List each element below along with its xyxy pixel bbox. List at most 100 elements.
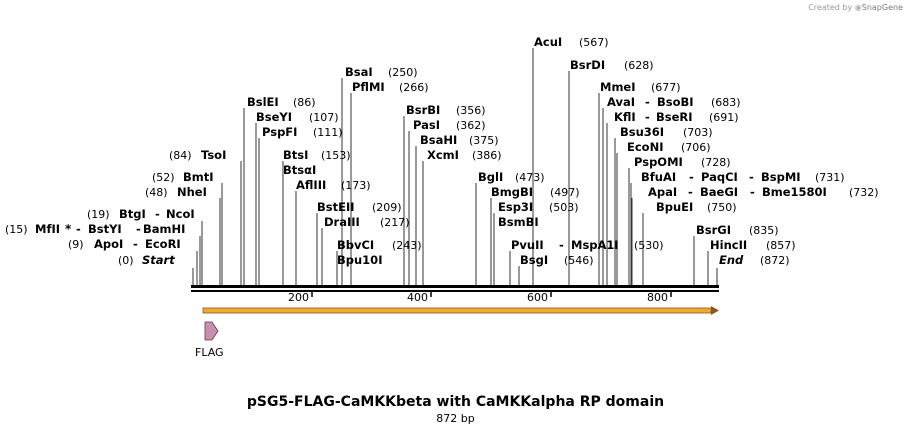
enzyme-label[interactable]: BfuAI <box>641 170 676 184</box>
site-pos: (84) <box>169 149 192 162</box>
enzyme-label[interactable]: Bme1580I <box>762 185 827 199</box>
credit-prefix: Created by <box>808 3 853 12</box>
enzyme-label[interactable]: BtsI <box>283 148 308 162</box>
site-pos: (703) <box>683 126 713 139</box>
enzyme-label[interactable]: BsoBI <box>657 95 694 109</box>
enzyme-label[interactable]: BmtI <box>183 170 214 184</box>
enzyme-label[interactable]: Bsu36I <box>620 125 664 139</box>
site-pos: (266) <box>399 81 429 94</box>
separator: - <box>559 238 564 252</box>
enzyme-label[interactable]: KflI <box>614 110 636 124</box>
separator: - <box>689 170 694 184</box>
terminus-pos: (0) <box>118 254 134 267</box>
enzyme-label[interactable]: BsrBI <box>406 103 440 117</box>
site-pos: (732) <box>849 186 879 199</box>
enzyme-label[interactable]: BsmBI <box>498 215 539 229</box>
enzyme-label[interactable]: BstYI <box>88 222 122 236</box>
enzyme-label[interactable]: EcoRI <box>145 237 181 251</box>
ruler-tick-label: 800 <box>647 291 668 304</box>
site-pos: (107) <box>309 111 339 124</box>
asterisk-marker: * <box>65 222 72 236</box>
separator: - <box>688 185 693 199</box>
site-pos: (9) <box>68 238 84 251</box>
site-pos: (15) <box>5 223 28 236</box>
enzyme-label[interactable]: NheI <box>177 185 207 199</box>
enzyme-label[interactable]: ApaI <box>648 185 677 199</box>
enzyme-label[interactable]: MmeI <box>600 80 636 94</box>
enzyme-label[interactable]: AflIII <box>296 178 326 192</box>
enzyme-label[interactable]: PaqCI <box>701 170 738 184</box>
site-pos: (473) <box>515 171 545 184</box>
site-pos: (706) <box>681 141 711 154</box>
site-pos: (250) <box>388 66 418 79</box>
dna-backbone <box>191 285 719 292</box>
enzyme-label[interactable]: AvaI <box>607 95 635 109</box>
site-pos: (217) <box>380 216 410 229</box>
enzyme-label[interactable]: BmgBI <box>491 185 533 199</box>
ruler: 200 400 600 800 <box>288 290 672 304</box>
site-pos: (530) <box>634 239 664 252</box>
site-pos: (546) <box>564 254 594 267</box>
enzyme-label[interactable]: ApoI <box>94 237 123 251</box>
separator: - <box>645 95 650 109</box>
enzyme-label[interactable]: NcoI <box>166 207 195 221</box>
enzyme-label[interactable]: HincII <box>710 238 747 252</box>
site-pos: (835) <box>749 224 779 237</box>
enzyme-label[interactable]: BseRI <box>656 110 693 124</box>
enzyme-label[interactable]: BsrGI <box>696 223 731 237</box>
site-pos: (691) <box>709 111 739 124</box>
enzyme-label[interactable]: BsaHI <box>420 133 457 147</box>
enzyme-label[interactable]: TsoI <box>201 148 226 162</box>
orf-arrow[interactable] <box>202 306 719 315</box>
enzyme-label[interactable]: BbvCI <box>337 238 374 252</box>
enzyme-label[interactable]: BamHI <box>143 222 185 236</box>
enzyme-label[interactable]: Esp3I <box>498 200 533 214</box>
enzyme-label[interactable]: PvuII <box>511 238 544 252</box>
snapgene-logo-icon: ◉ <box>854 3 862 12</box>
enzyme-label[interactable]: BsaI <box>345 65 373 79</box>
enzyme-label[interactable]: Bpu10I <box>337 253 382 267</box>
enzyme-label[interactable]: MspA1I <box>571 238 619 252</box>
site-pos: (857) <box>766 239 796 252</box>
site-pos: (48) <box>145 186 168 199</box>
enzyme-label[interactable]: BseYI <box>256 110 292 124</box>
site-pos: (677) <box>651 81 681 94</box>
site-pos: (750) <box>707 201 737 214</box>
enzyme-label[interactable]: BsrDI <box>570 58 605 72</box>
enzyme-label[interactable]: BpuEI <box>656 200 693 214</box>
enzyme-label[interactable]: BaeGI <box>700 185 738 199</box>
snapgene-credit: Created by ◉SnapGene <box>808 3 903 12</box>
separator: - <box>133 237 138 251</box>
enzyme-label[interactable]: BglI <box>478 170 503 184</box>
sequence-map: 200 400 600 800 FLAG (0) Start (9) ApoI … <box>5 35 879 359</box>
enzyme-label[interactable]: MfII <box>35 222 60 236</box>
site-pos: (731) <box>815 171 845 184</box>
enzyme-label[interactable]: EcoNI <box>627 140 663 154</box>
enzyme-label[interactable]: PflMI <box>352 80 385 94</box>
enzyme-label[interactable]: BtgI <box>119 207 146 221</box>
enzyme-label[interactable]: PspFI <box>262 125 297 139</box>
separator: - <box>136 222 141 236</box>
enzyme-label[interactable]: XcmI <box>427 148 459 162</box>
terminus-label: End <box>719 253 744 267</box>
flag-feature[interactable]: FLAG <box>195 321 224 359</box>
enzyme-label[interactable]: DraIII <box>324 215 360 229</box>
site-pos: (19) <box>87 208 110 221</box>
enzyme-label[interactable]: AcuI <box>534 35 562 49</box>
map-title: pSG5-FLAG-CaMKKbeta with CaMKKalpha RP d… <box>246 394 665 410</box>
terminus-label: Start <box>142 253 175 267</box>
terminus-pos: (872) <box>760 254 790 267</box>
enzyme-label[interactable]: PasI <box>413 118 440 132</box>
site-pos: (356) <box>456 104 486 117</box>
enzyme-label[interactable]: BslEI <box>247 95 279 109</box>
ruler-tick-label: 400 <box>407 291 428 304</box>
credit-brand: SnapGene <box>861 3 903 12</box>
enzyme-label[interactable]: BstEII <box>317 200 355 214</box>
enzyme-label[interactable]: BspMI <box>761 170 801 184</box>
site-pos: (243) <box>392 239 422 252</box>
enzyme-label[interactable]: PspOMI <box>634 155 683 169</box>
enzyme-label[interactable]: BtsαI <box>283 163 316 177</box>
enzyme-label[interactable]: BsgI <box>520 253 548 267</box>
site-pos: (386) <box>472 149 502 162</box>
feature-label-flag: FLAG <box>195 346 224 359</box>
